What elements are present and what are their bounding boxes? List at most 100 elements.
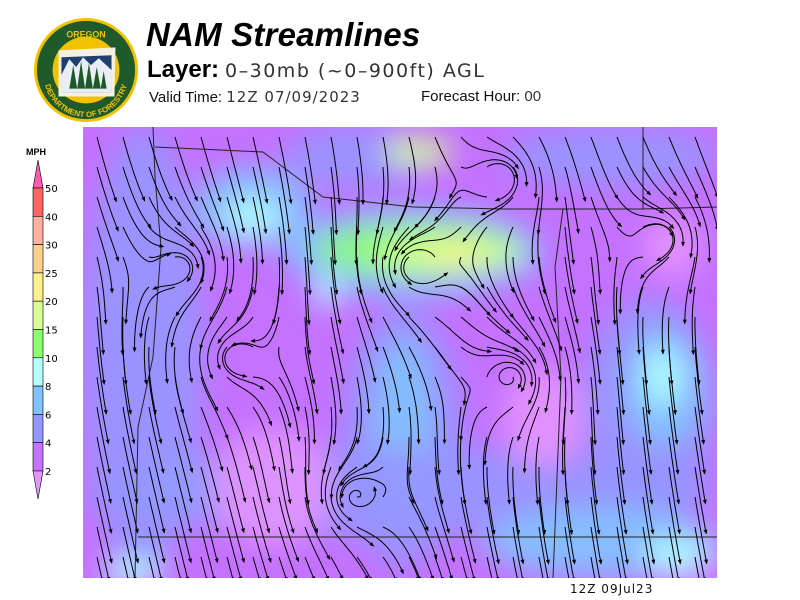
streamline (636, 286, 644, 355)
streamline (304, 196, 314, 266)
streamline (486, 496, 500, 565)
streamline (590, 256, 601, 326)
streamline (174, 136, 198, 202)
streamline (174, 556, 183, 578)
streamline (668, 376, 679, 445)
legend-tick-label: 2 (45, 467, 51, 478)
streamline (486, 526, 500, 578)
streamline (590, 196, 612, 263)
streamline (226, 376, 272, 427)
wind-speed-shading (213, 427, 333, 547)
streamline (174, 226, 205, 284)
streamline (174, 436, 193, 504)
wind-speed-legend: MPH 50 40 30 25 20 15 10 8 6 4 2 (26, 147, 58, 500)
streamline (355, 226, 363, 296)
streamline (152, 256, 191, 290)
streamline (200, 436, 220, 504)
streamline (688, 226, 699, 295)
streamline (434, 376, 447, 445)
streamline (122, 406, 138, 475)
streamline (278, 436, 292, 505)
streamline (226, 436, 247, 503)
streamline (381, 256, 411, 317)
streamline (434, 316, 493, 354)
streamline (460, 526, 476, 578)
streamline (330, 226, 339, 296)
valid-time-label: Valid Time: (149, 89, 223, 106)
streamline (174, 166, 205, 229)
streamline (304, 316, 316, 385)
streamline (512, 286, 546, 348)
streamline (330, 346, 344, 415)
streamline (96, 436, 112, 505)
streamline (538, 496, 550, 565)
streamline (668, 406, 680, 475)
streamline (668, 196, 694, 259)
streamline (694, 136, 717, 199)
streamline (252, 196, 265, 265)
streamline (408, 496, 438, 560)
streamline (356, 526, 404, 575)
streamline (200, 556, 209, 578)
streamline (148, 526, 163, 578)
streamline (590, 406, 597, 476)
streamline (382, 316, 412, 380)
streamline (564, 466, 574, 536)
streamline (434, 436, 444, 505)
streamline (348, 486, 378, 508)
streamline (486, 257, 515, 319)
streamline (217, 286, 254, 344)
streamline (642, 166, 686, 221)
legend-tick-label: 50 (45, 184, 58, 195)
streamline (330, 526, 369, 578)
streamline (486, 361, 526, 393)
streamline (96, 196, 120, 262)
streamline (200, 526, 216, 578)
legend-tick-label: 15 (45, 326, 58, 337)
streamline (393, 166, 411, 233)
streamline (231, 316, 280, 348)
streamline (616, 136, 652, 196)
streamline (505, 226, 515, 294)
streamline (278, 346, 300, 412)
streamline (486, 467, 496, 535)
streamline (483, 406, 514, 466)
streamline (224, 343, 254, 378)
streamline (329, 436, 358, 500)
streamline (278, 376, 301, 442)
streamline (564, 526, 576, 578)
streamline (330, 286, 345, 355)
streamline (482, 436, 488, 506)
legend-unit: MPH (26, 147, 46, 157)
streamline (304, 166, 315, 235)
wind-speed-shading (313, 277, 343, 307)
streamline (362, 406, 385, 468)
streamline (694, 196, 712, 264)
streamline (382, 526, 422, 578)
streamline (96, 226, 114, 294)
streamline (304, 256, 311, 326)
streamline (382, 286, 423, 344)
streamline (122, 166, 152, 229)
legend-swatch (32, 329, 44, 359)
streamline (668, 496, 682, 565)
streamline (460, 159, 519, 180)
streamline (226, 226, 235, 295)
legend-swatch (32, 414, 44, 443)
streamline (278, 496, 299, 563)
legend-over-triangle (32, 159, 44, 189)
streamline (330, 256, 342, 325)
streamline (122, 466, 139, 534)
streamline (512, 316, 549, 376)
streamline (668, 436, 681, 505)
streamline (408, 526, 434, 578)
streamline (498, 366, 522, 390)
forecast-hour: Forecast Hour: 00 (421, 88, 541, 105)
streamline (199, 346, 219, 412)
streamline (460, 136, 519, 170)
streamline (642, 136, 677, 197)
streamline (278, 136, 293, 205)
streamline (170, 286, 202, 348)
streamline (694, 166, 717, 232)
streamline (148, 166, 182, 227)
